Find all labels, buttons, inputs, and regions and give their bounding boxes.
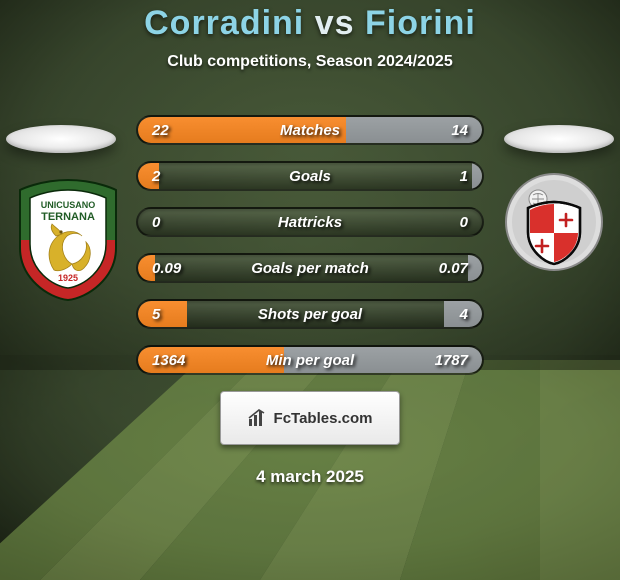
subtitle: Club competitions, Season 2024/2025 — [0, 53, 620, 71]
stat-label: Min per goal — [138, 347, 482, 373]
branding-text: FcTables.com — [274, 410, 373, 427]
stat-label: Matches — [138, 117, 482, 143]
page-title: Corradini vs Fiorini — [0, 4, 620, 43]
stat-row: 13641787Min per goal — [136, 345, 484, 375]
title-left: Corradini — [144, 4, 304, 42]
logo-left-text-mid: TERNANA — [41, 211, 95, 223]
stat-row: 21Goals — [136, 161, 484, 191]
stat-row: 0.090.07Goals per match — [136, 253, 484, 283]
stat-label: Shots per goal — [138, 301, 482, 327]
stat-row: 2214Matches — [136, 115, 484, 145]
branding-badge[interactable]: FcTables.com — [220, 391, 400, 445]
chart-icon — [248, 409, 268, 427]
title-vs: vs — [315, 4, 355, 42]
stat-label: Goals — [138, 163, 482, 189]
date-text: 4 march 2025 — [0, 467, 620, 487]
player-base-left — [6, 125, 116, 153]
player-base-right — [504, 125, 614, 153]
stat-row: 54Shots per goal — [136, 299, 484, 329]
logo-left-text-top: UNICUSANO — [41, 200, 96, 210]
club-logo-right — [504, 172, 604, 272]
logo-left-year: 1925 — [58, 273, 78, 283]
title-right: Fiorini — [365, 4, 476, 42]
stat-label: Goals per match — [138, 255, 482, 281]
stat-label: Hattricks — [138, 209, 482, 235]
stat-row: 00Hattricks — [136, 207, 484, 237]
stats-block: 2214Matches 21Goals 00Hattricks 0.090.07Goa… — [136, 115, 484, 375]
club-logo-left: UNICUSANO TERNANA 1925 — [16, 178, 120, 302]
